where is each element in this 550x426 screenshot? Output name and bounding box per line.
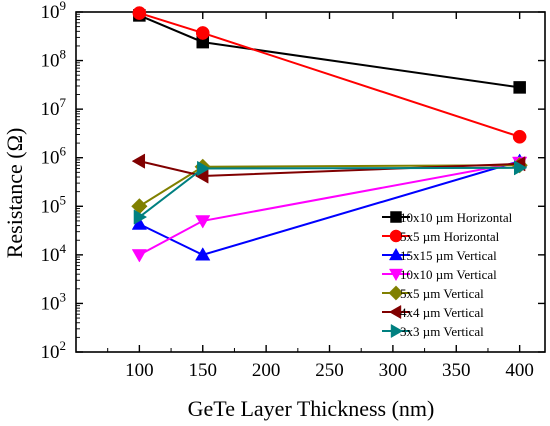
legend-label: 5x5 µm Horizontal: [400, 229, 500, 244]
x-tick-label: 250: [315, 360, 344, 381]
series-0: [133, 9, 526, 94]
series-6: [133, 160, 528, 225]
data-point: [131, 249, 148, 263]
y-tick-label: 104: [41, 241, 67, 266]
axes: 100 150 200 250 300 350 400 102 103 104 105 106 107 1…: [41, 0, 546, 381]
legend-marker: [388, 247, 404, 261]
data-point: [197, 160, 211, 177]
y-tick-label: 102: [41, 338, 67, 363]
y-tick-label: 106: [41, 144, 67, 169]
legend-item: 10x10 µm Vertical: [382, 267, 497, 282]
legend-marker: [390, 211, 402, 223]
y-tick-label: 107: [41, 95, 67, 120]
data-point: [195, 215, 211, 229]
y-tick-label: 109: [41, 0, 67, 23]
legend-marker: [390, 323, 404, 339]
data-point: [195, 247, 211, 261]
y-tick-label: 103: [41, 289, 67, 314]
legend-marker: [389, 229, 403, 243]
legend-label: 10x10 µm Horizontal: [400, 210, 513, 225]
data-point: [512, 129, 527, 144]
series-layer: [131, 6, 528, 263]
data-point: [513, 160, 528, 176]
data-point: [131, 153, 146, 169]
legend-item: 5x5 µm Vertical: [382, 285, 484, 301]
x-tick-label: 350: [442, 360, 471, 381]
legend-label: 3x3 µm Vertical: [400, 324, 484, 339]
data-point: [513, 81, 526, 94]
x-tick-label: 300: [379, 360, 408, 381]
x-tick-label: 100: [125, 360, 154, 381]
data-point: [195, 26, 210, 40]
legend-marker: [388, 304, 402, 320]
legend-label: 5x5 µm Vertical: [400, 286, 484, 301]
x-axis-title: GeTe Layer Thickness (nm): [188, 396, 435, 421]
y-tick-label: 108: [41, 47, 67, 72]
legend-label: 15x15 µm Vertical: [400, 248, 497, 263]
series-2: [131, 153, 528, 261]
data-point: [132, 6, 147, 20]
legend-marker: [388, 285, 404, 301]
legend-item: 3x3 µm Vertical: [382, 323, 484, 339]
legend-marker: [388, 268, 404, 282]
x-tick-label: 150: [189, 360, 218, 381]
legend-item: 10x10 µm Horizontal: [382, 210, 513, 225]
plot-frame: [75, 11, 546, 353]
data-point: [133, 209, 148, 225]
legend-item: 15x15 µm Vertical: [382, 247, 497, 263]
legend-label: 4x4 µm Vertical: [400, 305, 484, 320]
legend-item: 5x5 µm Horizontal: [382, 229, 500, 244]
legend-label: 10x10 µm Vertical: [400, 267, 497, 282]
x-tick-label: 400: [505, 360, 534, 381]
y-axis-title: Resistance (Ω): [2, 128, 27, 259]
x-tick-label: 200: [252, 360, 281, 381]
series-1: [132, 6, 527, 144]
series-line: [138, 14, 520, 89]
legend: 10x10 µm Horizontal 5x5 µm Horizontal 15x1…: [382, 210, 513, 339]
y-tick-label: 105: [41, 192, 67, 217]
legend-item: 4x4 µm Vertical: [382, 304, 484, 320]
